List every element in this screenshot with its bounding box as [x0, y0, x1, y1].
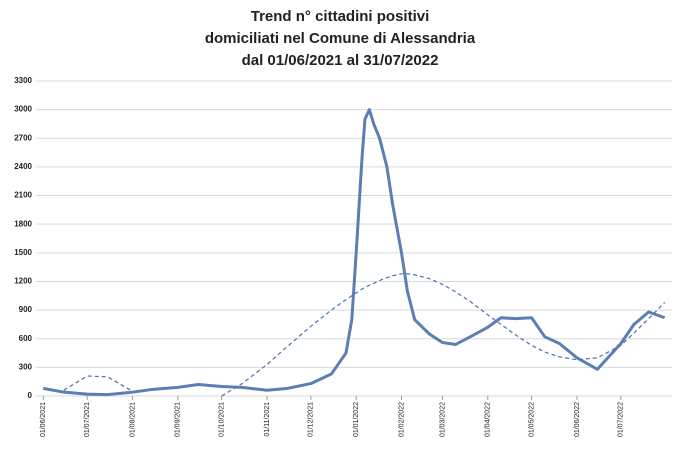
trend-line: [63, 273, 666, 397]
x-tick-label: 01/06/2022: [574, 402, 581, 437]
chart-title: Trend n° cittadini positivi: [251, 8, 430, 25]
y-tick-label: 600: [19, 334, 33, 343]
x-tick-label: 01/07/2022: [618, 402, 625, 437]
x-tick-label: 01/04/2022: [485, 402, 492, 437]
y-tick-label: 1500: [14, 248, 32, 257]
x-tick-label: 01/10/2021: [219, 402, 226, 437]
y-tick-label: 2100: [14, 191, 32, 200]
y-tick-label: 3000: [14, 105, 32, 114]
x-tick-label: 01/11/2021: [264, 402, 271, 437]
y-tick-label: 3300: [14, 76, 32, 85]
y-tick-label: 2700: [14, 133, 32, 142]
data-line: [43, 108, 666, 397]
chart-title: domiciliati nel Comune di Alessandria: [205, 30, 476, 47]
x-tick-label: 01/03/2022: [439, 402, 446, 437]
chart-title: dal 01/06/2021 al 31/07/2022: [242, 52, 439, 69]
x-tick-label: 01/05/2022: [528, 402, 535, 437]
y-tick-label: 2400: [14, 162, 32, 171]
y-tick-label: 300: [19, 362, 33, 371]
x-tick-label: 01/06/2021: [40, 402, 47, 437]
y-tick-label: 1200: [14, 277, 32, 286]
x-tick-label: 01/02/2022: [398, 402, 405, 437]
y-tick-label: 1800: [14, 219, 32, 228]
x-tick-label: 01/08/2021: [129, 402, 136, 437]
x-tick-label: 01/12/2021: [308, 402, 315, 437]
x-tick-label: 01/01/2022: [353, 402, 360, 437]
y-tick-label: 0: [28, 391, 33, 400]
x-tick-label: 01/09/2021: [175, 402, 182, 437]
y-tick-label: 900: [19, 305, 33, 314]
x-tick-label: 01/07/2021: [84, 402, 91, 437]
